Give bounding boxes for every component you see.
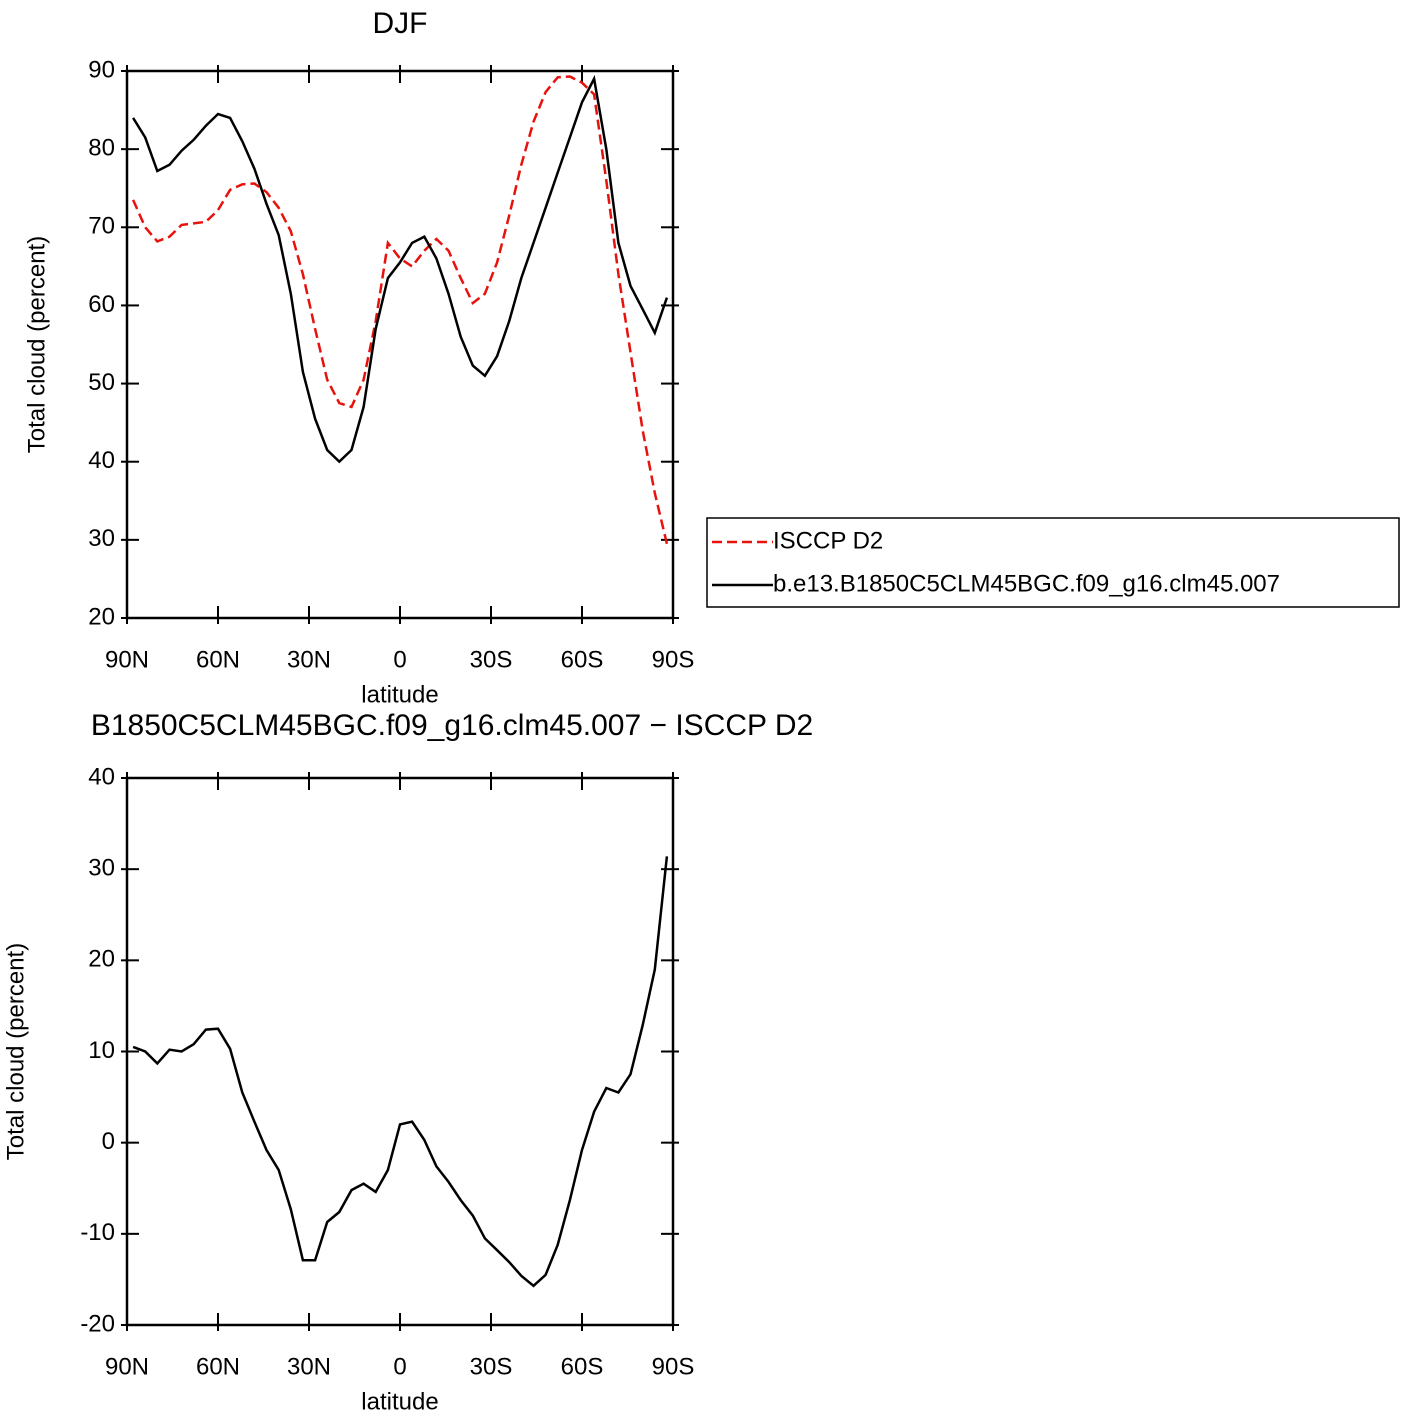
legend-label: ISCCP D2 xyxy=(773,527,883,554)
y-tick-label: 20 xyxy=(88,603,115,630)
x-tick-label: 30N xyxy=(287,1353,331,1380)
y-tick-label: 20 xyxy=(88,946,115,973)
y-tick-label: 90 xyxy=(88,56,115,83)
chart-title: DJF xyxy=(373,7,428,40)
y-tick-label: 80 xyxy=(88,134,115,161)
x-tick-label: 0 xyxy=(393,646,406,673)
x-tick-label: 60S xyxy=(561,1353,604,1380)
x-axis-label: latitude xyxy=(361,681,438,708)
y-tick-label: 0 xyxy=(102,1128,115,1155)
x-tick-label: 60S xyxy=(561,646,604,673)
y-tick-label: 60 xyxy=(88,291,115,318)
legend-label: b.e13.B1850C5CLM45BGC.f09_g16.clm45.007 xyxy=(773,570,1280,597)
x-tick-label: 90N xyxy=(105,646,149,673)
x-tick-label: 30N xyxy=(287,646,331,673)
y-tick-label: -20 xyxy=(80,1310,115,1337)
x-tick-label: 90N xyxy=(105,1353,149,1380)
x-tick-label: 30S xyxy=(470,1353,513,1380)
data-line xyxy=(132,74,669,464)
x-tick-label: 60N xyxy=(196,646,240,673)
data-line xyxy=(131,75,669,545)
legend: ISCCP D2 b.e13.B1850C5CLM45BGC.f09_g16.cl… xyxy=(706,517,1400,608)
y-tick-label: 10 xyxy=(88,1037,115,1064)
x-tick-label: 30S xyxy=(470,646,513,673)
y-tick-label: 40 xyxy=(88,447,115,474)
y-tick-label: -10 xyxy=(80,1219,115,1246)
legend-box xyxy=(706,517,1400,608)
y-tick-label: 30 xyxy=(88,525,115,552)
y-tick-label: 70 xyxy=(88,213,115,240)
y-tick-label: 40 xyxy=(88,763,115,790)
data-line xyxy=(132,856,669,1288)
x-tick-label: 0 xyxy=(393,1353,406,1380)
x-tick-label: 90S xyxy=(652,1353,695,1380)
y-tick-label: 30 xyxy=(88,855,115,882)
y-tick-label: 50 xyxy=(88,369,115,396)
plot-frame xyxy=(125,69,675,620)
x-tick-label: 90S xyxy=(652,646,695,673)
x-axis-label: latitude xyxy=(361,1388,438,1415)
x-tick-label: 60N xyxy=(196,1353,240,1380)
y-axis-label: Total cloud (percent) xyxy=(23,236,50,453)
y-axis-label: Total cloud (percent) xyxy=(2,943,29,1160)
chart-title: B1850C5CLM45BGC.f09_g16.clm45.007 − ISCC… xyxy=(91,709,813,742)
plot-frame xyxy=(125,776,675,1327)
